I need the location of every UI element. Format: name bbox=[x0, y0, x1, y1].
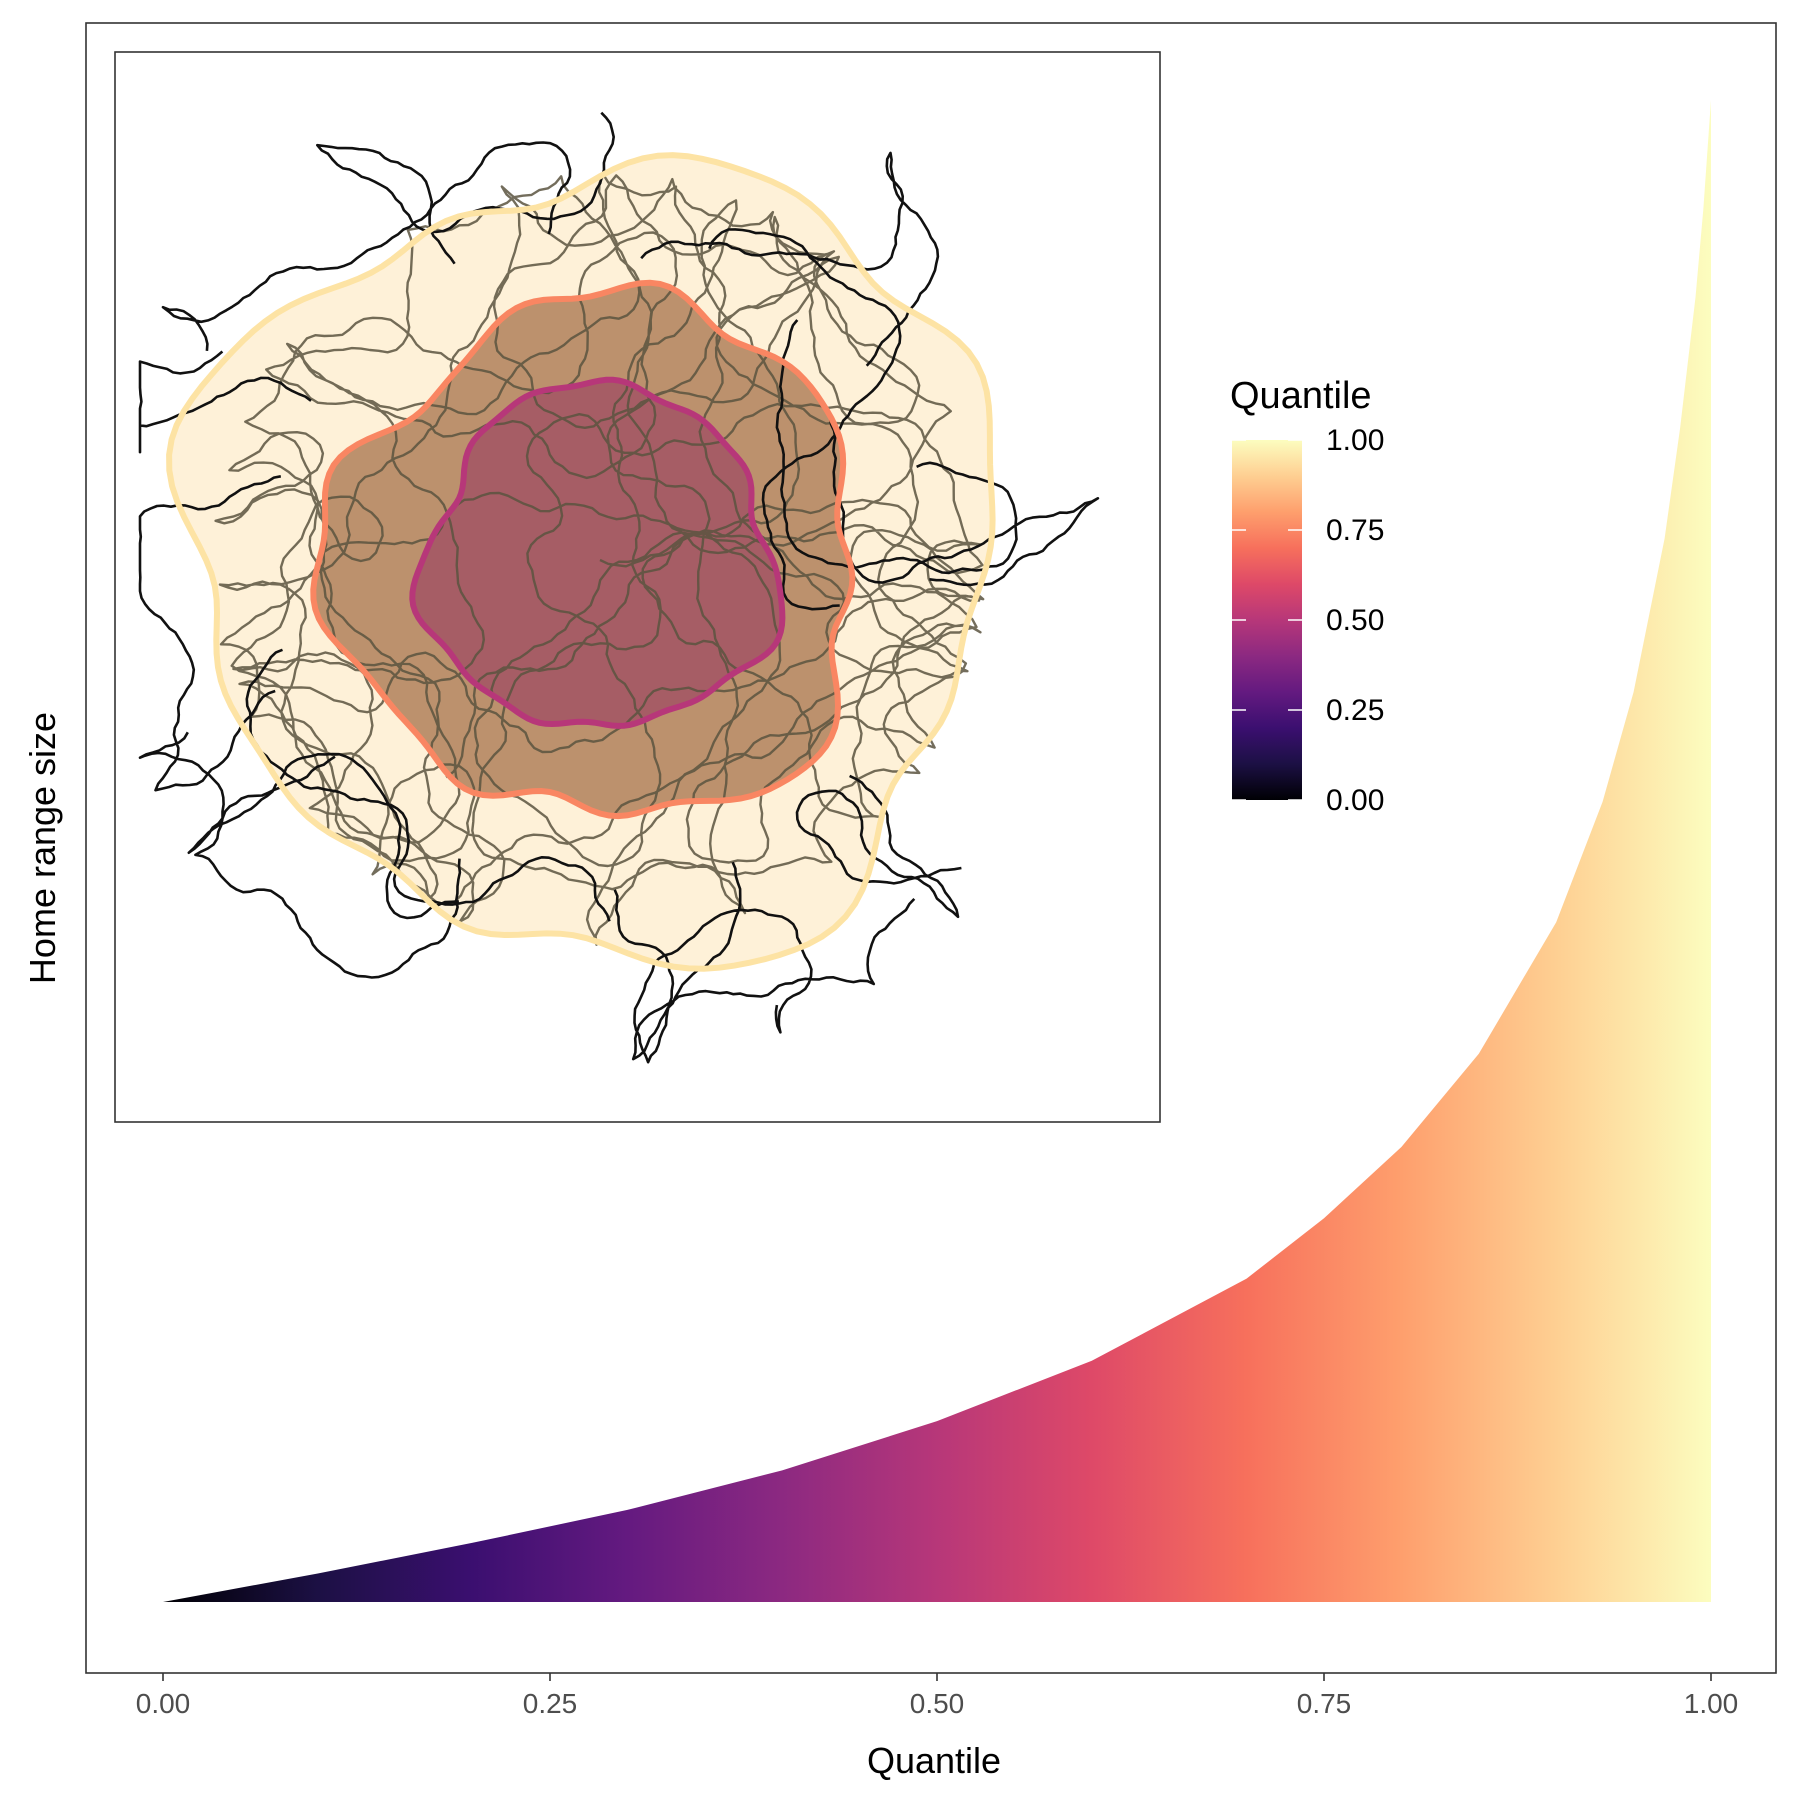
x-axis: 0.00 0.25 0.50 0.75 1.00 bbox=[136, 1673, 1739, 1719]
inset-map bbox=[114, 51, 1161, 1123]
x-tick-label: 0.75 bbox=[1297, 1688, 1352, 1719]
y-axis-title: Home range size bbox=[22, 712, 63, 984]
contour-line-050 bbox=[409, 376, 786, 729]
area-series bbox=[163, 100, 1711, 1602]
legend-tick-label: 0.75 bbox=[1326, 514, 1384, 547]
legend-tick-label: 0.00 bbox=[1326, 784, 1384, 817]
movement-track-core bbox=[214, 173, 985, 946]
legend-tick-label: 1.00 bbox=[1326, 424, 1384, 457]
x-tick-label: 0.25 bbox=[523, 1688, 578, 1719]
x-tick-label: 0.50 bbox=[910, 1688, 965, 1719]
legend-title: Quantile bbox=[1230, 375, 1372, 417]
inset-content bbox=[138, 111, 1100, 1064]
legend-ticks: 1.00 0.75 0.50 0.25 0.00 bbox=[1232, 424, 1384, 817]
plot-panel-border bbox=[85, 22, 1777, 1674]
legend-tick-label: 0.25 bbox=[1326, 694, 1384, 727]
contour-line-075 bbox=[310, 279, 856, 820]
x-tick-label: 0.00 bbox=[136, 1688, 191, 1719]
legend-tick-label: 0.50 bbox=[1326, 604, 1384, 637]
x-tick-label: 1.00 bbox=[1684, 1688, 1739, 1719]
area-layer bbox=[163, 100, 1711, 1602]
legend: Quantile 1.00 0.75 0.50 0.25 0.00 bbox=[1230, 375, 1384, 817]
x-axis-title: Quantile bbox=[867, 1740, 1001, 1781]
contour-fill-050 bbox=[412, 379, 783, 726]
contour-line-100 bbox=[166, 152, 996, 972]
